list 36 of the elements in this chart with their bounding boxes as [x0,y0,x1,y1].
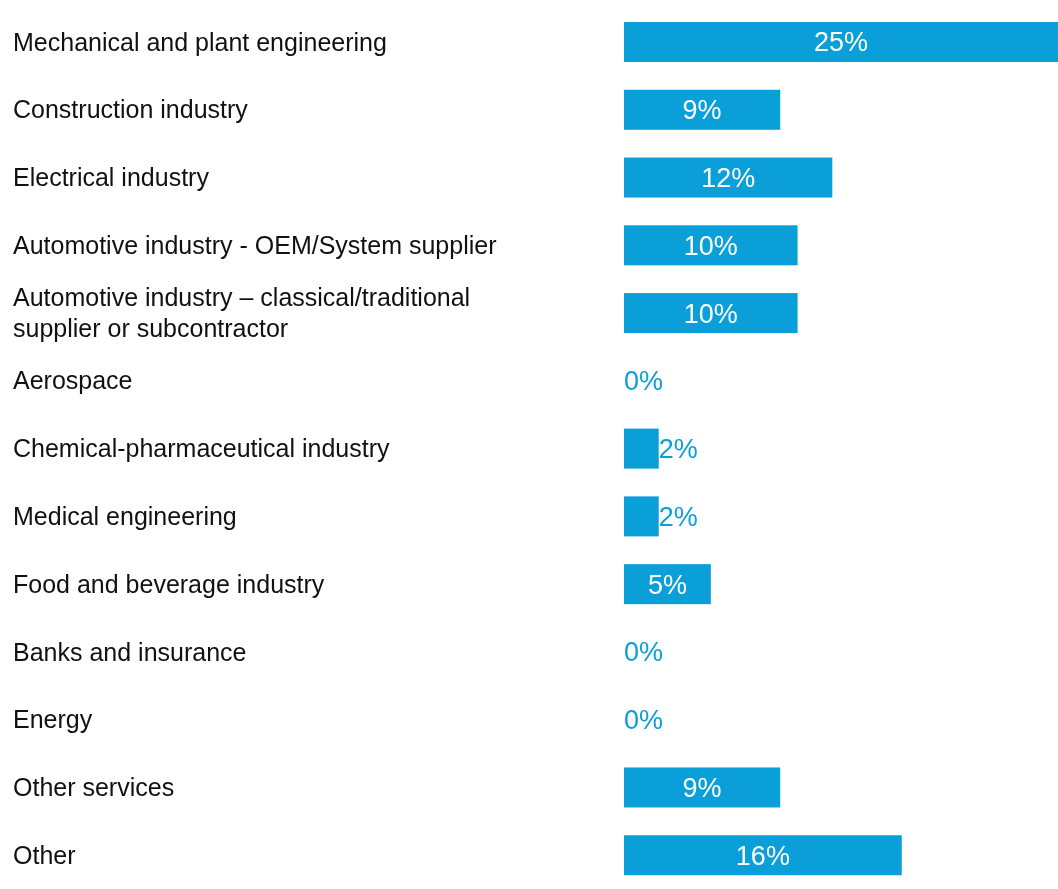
y-tick-label: Energy [13,705,93,734]
data-label: 5% [647,569,687,600]
y-tick-label: Electrical industry [13,163,210,192]
bar [624,22,1058,62]
y-tick-label: Automotive industry – classical/traditional supplier or subcontractor [13,283,471,343]
y-tick-label: Aerospace [13,366,133,395]
y-tick-label: Mechanical and plant engineering [13,27,387,56]
data-label: 9% [682,772,722,803]
data-label: 12% [701,162,756,193]
y-tick-label: Automotive industry - OEM/System supplier [13,230,497,259]
data-label: 10% [683,230,738,261]
y-tick-label: Banks and insurance [13,637,247,666]
data-label: 0% [624,705,664,736]
y-tick-label: Food and beverage industry [13,569,325,598]
bar [624,564,711,605]
bar [624,496,659,537]
bar [624,89,781,130]
data-label: 9% [682,95,722,126]
y-tick-label: Other services [13,773,175,802]
y-tick-label: Construction industry [13,95,249,124]
y-tick-label: Medical engineering [13,502,237,531]
y-tick-label: Chemical-pharmaceutical industry [13,434,391,463]
data-label: 16% [735,840,790,871]
bar [624,225,798,266]
data-label: 2% [658,501,698,532]
bar [624,157,833,198]
data-label: 0% [624,366,664,397]
data-label: 10% [683,298,738,329]
bar [624,835,902,876]
y-tick-label: Other [13,840,76,869]
data-label: 0% [624,637,664,668]
bar [624,293,798,334]
data-label: 25% [813,27,869,58]
bar [624,767,781,808]
data-label: 2% [658,434,698,465]
bar [624,428,659,469]
